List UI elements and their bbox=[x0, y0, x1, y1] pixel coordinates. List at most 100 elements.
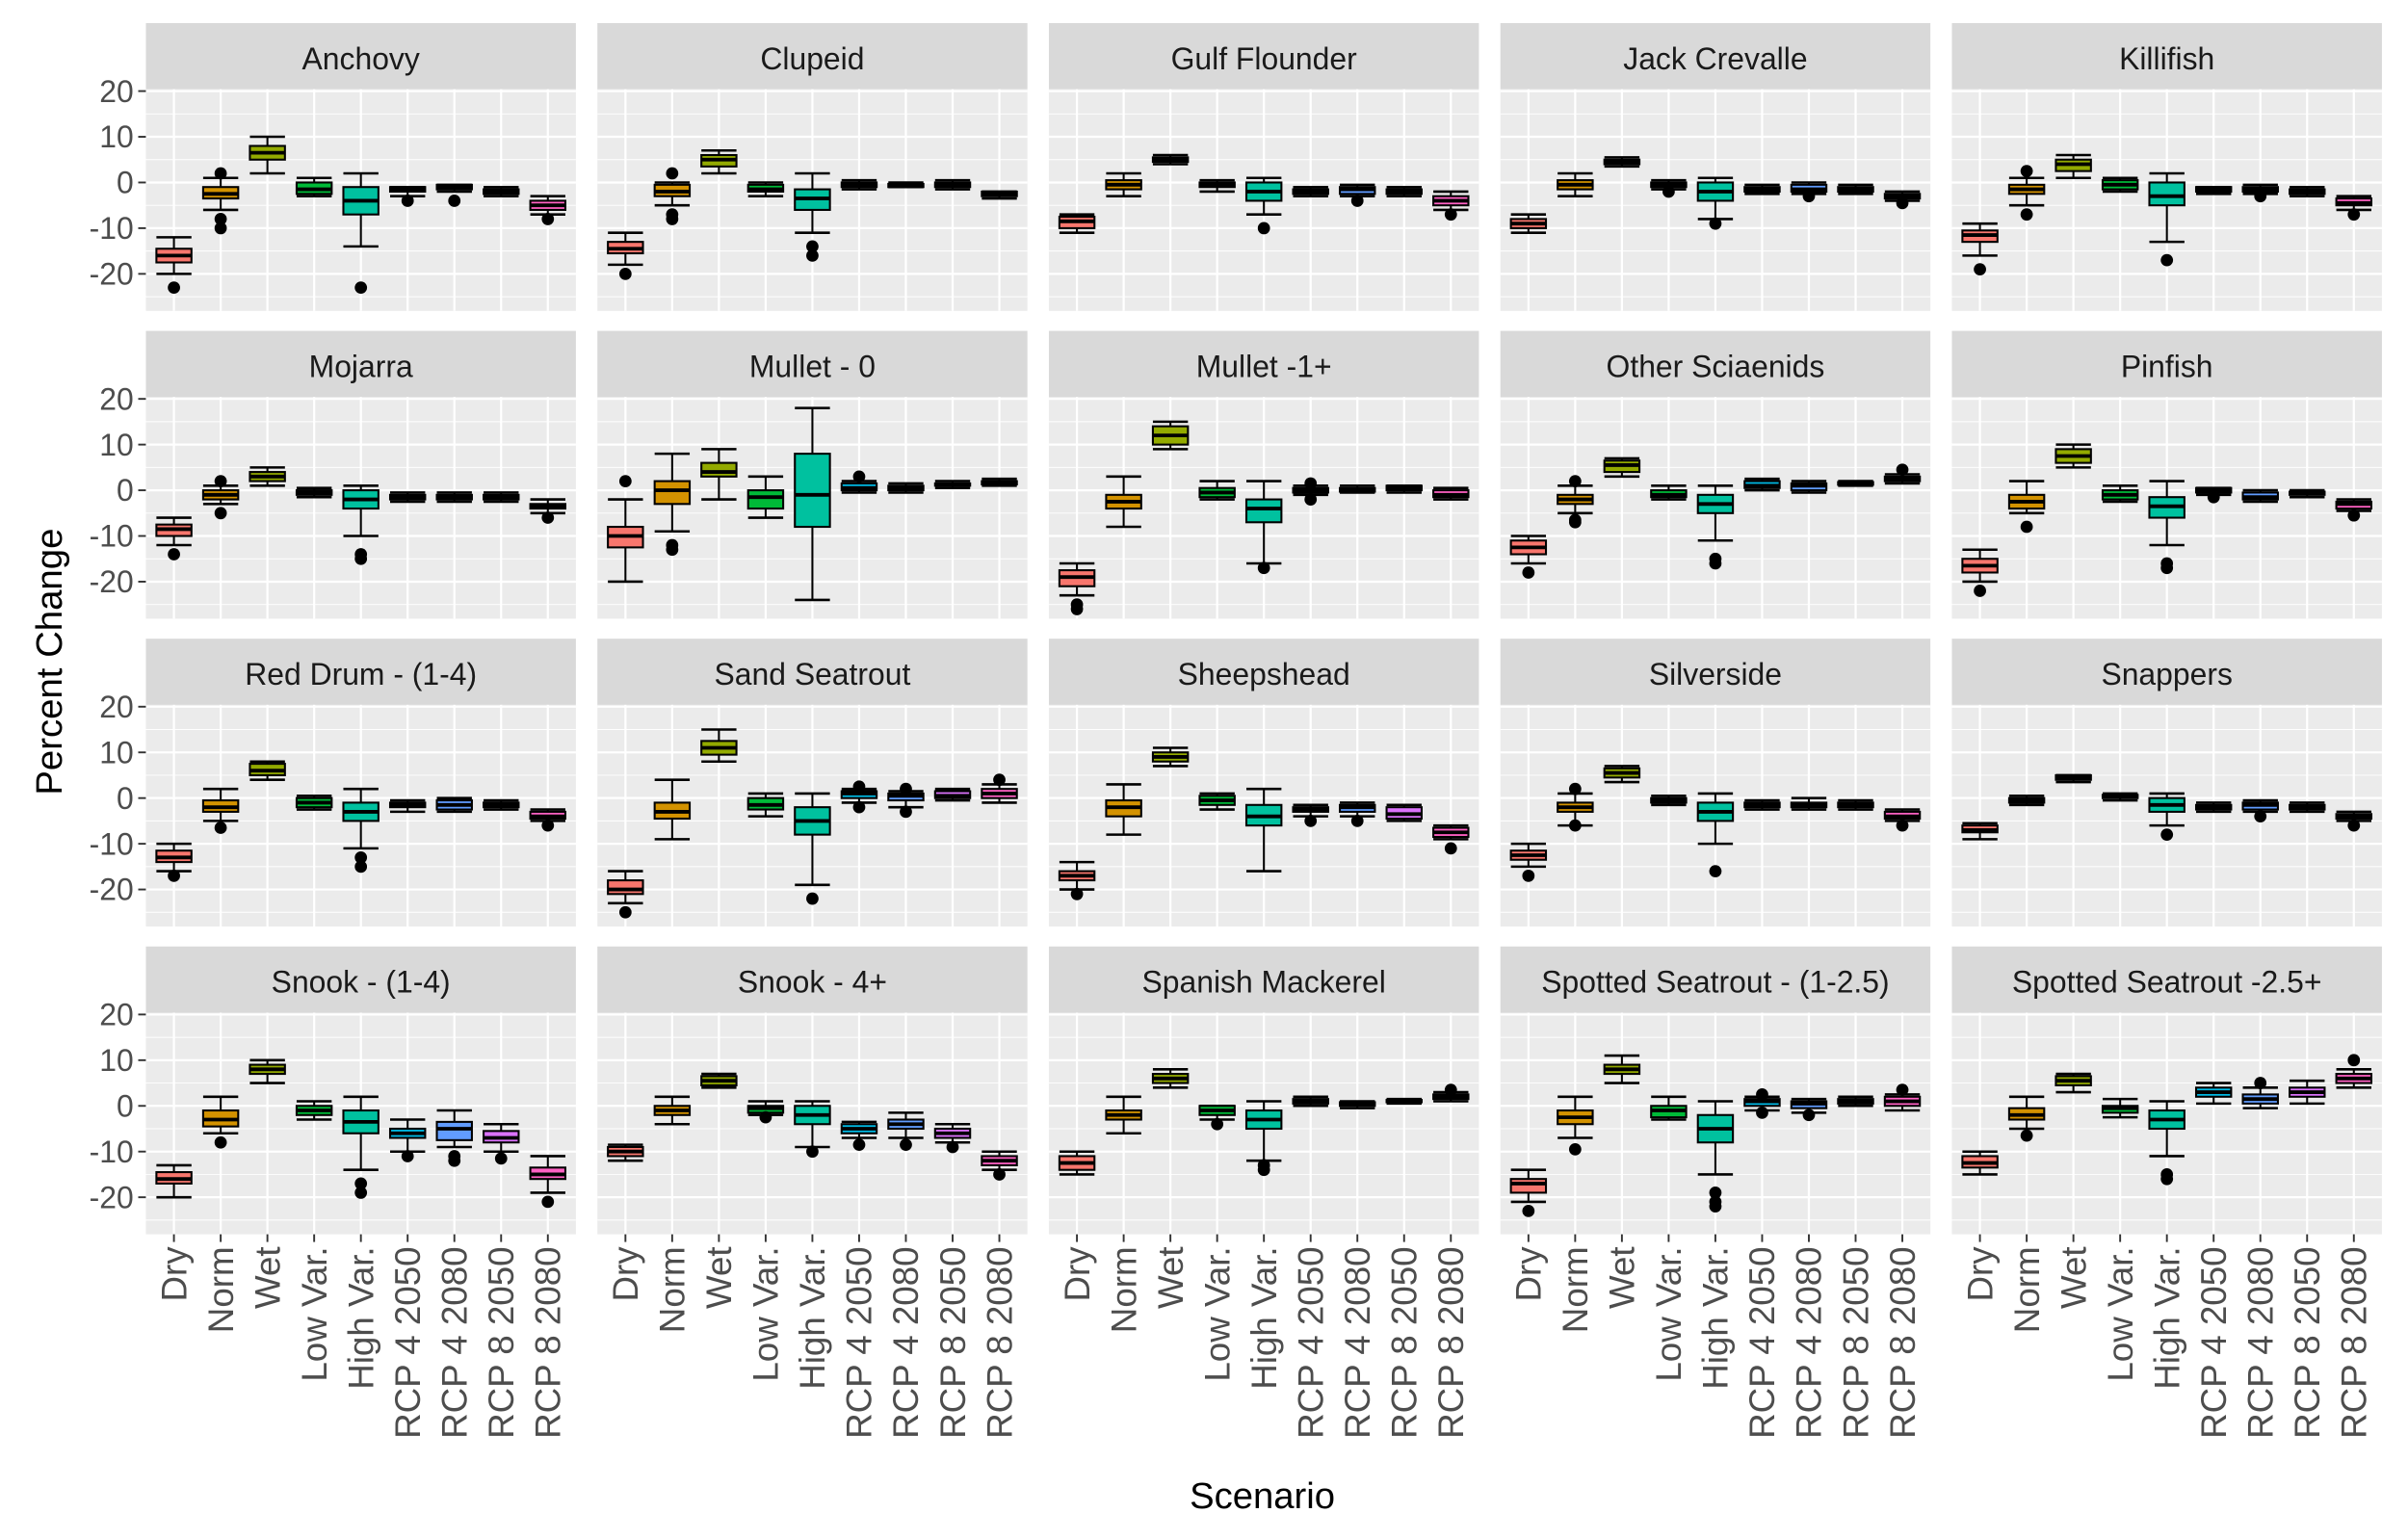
y-tick-label: -10 bbox=[90, 211, 134, 246]
box-high-var- bbox=[2148, 1100, 2186, 1186]
box-wet bbox=[1603, 765, 1641, 784]
facet-panel: Spotted Seatrout - (1-2.5) Dry Norm Wet Low … bbox=[1500, 946, 1931, 1439]
box-rcp-4-2050 bbox=[1292, 803, 1329, 827]
box-low-var- bbox=[295, 486, 333, 499]
x-tick-label: Wet bbox=[699, 1246, 739, 1309]
outlier-point bbox=[1257, 561, 1270, 575]
facet-strip-label: Other Sciaenids bbox=[1607, 349, 1825, 383]
x-tick-label: Wet bbox=[1151, 1246, 1191, 1309]
box-rcp-8-2080 bbox=[1432, 823, 1470, 855]
x-tick-label: Dry bbox=[154, 1246, 194, 1302]
y-tick-label: -10 bbox=[90, 1135, 134, 1169]
x-tick-label: Low Var. bbox=[1649, 1246, 1688, 1381]
box-rcp-8-2050 bbox=[1837, 480, 1874, 487]
facet-strip-label: Anchovy bbox=[302, 41, 420, 76]
outlier-point bbox=[1896, 819, 1909, 832]
x-tick-label: RCP 8 2080 bbox=[1883, 1246, 1923, 1439]
box-norm bbox=[1557, 475, 1594, 529]
outlier-point bbox=[1070, 887, 1084, 900]
outlier-point bbox=[2020, 1129, 2033, 1142]
box-low-var- bbox=[1650, 795, 1688, 807]
box-high-var- bbox=[794, 171, 831, 262]
box-rcp-4-2080 bbox=[1338, 484, 1376, 494]
box-rcp-8-2080 bbox=[1883, 1083, 1922, 1112]
box-norm bbox=[653, 167, 692, 225]
outlier-point bbox=[2347, 509, 2361, 522]
box-norm bbox=[1105, 171, 1142, 197]
x-tick-label: High Var. bbox=[2147, 1246, 2186, 1389]
x-tick-label: Low Var. bbox=[295, 1246, 334, 1381]
box-dry bbox=[1509, 842, 1548, 882]
facet-strip bbox=[1951, 639, 2382, 705]
box-high-var- bbox=[2148, 480, 2186, 575]
outlier-point bbox=[354, 1177, 368, 1190]
box-rcp-4-2050 bbox=[2194, 801, 2233, 814]
x-tick-label: RCP 8 2050 bbox=[1836, 1246, 1875, 1439]
facet-panel: Anchovy 20 10 0 -10 -20 bbox=[90, 22, 576, 311]
outlier-point bbox=[1756, 1088, 1768, 1101]
outlier-point bbox=[1350, 195, 1364, 207]
outlier-point bbox=[2207, 490, 2220, 504]
outlier-point bbox=[1522, 869, 1535, 882]
box-high-var- bbox=[1696, 484, 1735, 570]
box-low-var- bbox=[746, 475, 785, 519]
box-norm bbox=[201, 475, 240, 520]
x-tick-label: Norm bbox=[1556, 1246, 1595, 1333]
y-tick-label: -10 bbox=[90, 826, 134, 861]
facet-strip bbox=[1500, 330, 1931, 398]
box-low-var- bbox=[2101, 792, 2139, 802]
box-rcp-4-2050 bbox=[1292, 185, 1329, 197]
facet-panel: Gulf Flounder bbox=[1048, 22, 1479, 311]
facet-strip bbox=[145, 639, 576, 705]
y-tick-label: 20 bbox=[99, 690, 133, 724]
box-rcp-8-2050 bbox=[483, 185, 520, 197]
facet-panel: Silverside bbox=[1500, 639, 1931, 926]
x-tick-label: Norm bbox=[1104, 1246, 1143, 1333]
y-tick-label: -20 bbox=[90, 873, 134, 907]
facet-strip bbox=[145, 946, 576, 1013]
box-rcp-4-2080 bbox=[1790, 480, 1828, 494]
outlier-point bbox=[354, 850, 368, 864]
box-wet bbox=[1151, 1068, 1190, 1089]
box-low-var- bbox=[1198, 480, 1236, 501]
outlier-point bbox=[2254, 810, 2267, 823]
outlier-point bbox=[1709, 557, 1722, 570]
x-tick-label: High Var. bbox=[793, 1246, 832, 1389]
x-tick-label: RCP 8 2050 bbox=[1385, 1246, 1425, 1439]
box-high-var- bbox=[342, 787, 380, 874]
box-rcp-8-2080 bbox=[981, 1150, 1018, 1181]
box-iqr bbox=[435, 1120, 473, 1141]
facet-panel: Killifish bbox=[1951, 22, 2382, 311]
box-rcp-4-2080 bbox=[887, 181, 925, 189]
box-low-var- bbox=[746, 792, 785, 818]
box-rcp-4-2050 bbox=[840, 780, 878, 814]
outlier-point bbox=[1304, 477, 1318, 490]
box-rcp-4-2080 bbox=[2241, 488, 2279, 504]
facet-strip-label: Killifish bbox=[2119, 41, 2214, 76]
x-tick-label: RCP 4 2080 bbox=[1790, 1246, 1829, 1439]
outlier-point bbox=[806, 892, 819, 905]
box-iqr bbox=[794, 453, 831, 529]
box-wet bbox=[1151, 420, 1190, 451]
box-high-var- bbox=[342, 1095, 380, 1199]
x-tick-label: Norm bbox=[653, 1246, 693, 1333]
box-norm bbox=[201, 787, 240, 834]
outlier-point bbox=[618, 267, 632, 280]
box-dry bbox=[607, 475, 644, 584]
y-tick-label: -20 bbox=[90, 1180, 134, 1214]
box-rcp-8-2080 bbox=[981, 773, 1018, 804]
outlier-point bbox=[1802, 190, 1816, 203]
box-high-var- bbox=[1696, 1100, 1735, 1213]
outlier-point bbox=[1756, 1106, 1768, 1119]
box-norm bbox=[1105, 475, 1142, 529]
box-rcp-4-2050 bbox=[840, 178, 878, 191]
outlier-point bbox=[1802, 1109, 1816, 1122]
outlier-point bbox=[214, 213, 227, 225]
outlier-point bbox=[806, 248, 819, 262]
x-tick-label: RCP 4 2080 bbox=[886, 1246, 926, 1439]
outlier-point bbox=[2160, 561, 2174, 575]
box-wet bbox=[700, 728, 738, 763]
box-rcp-4-2050 bbox=[840, 1120, 878, 1151]
facet-strip-label: Spotted Seatrout -2.5+ bbox=[2012, 965, 2322, 1000]
